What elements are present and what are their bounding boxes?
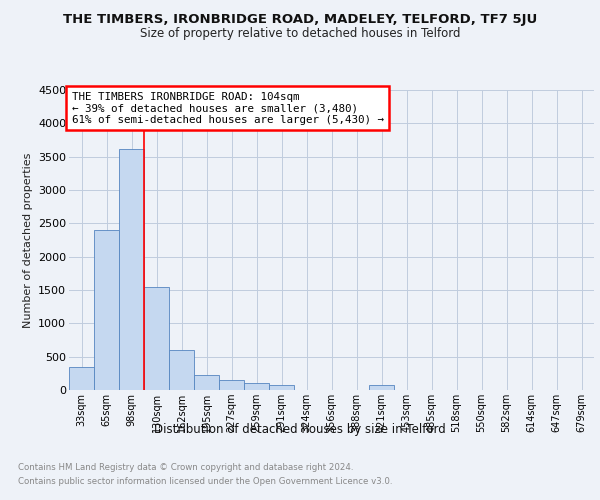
Bar [144, 286, 169, 390]
Text: Distribution of detached houses by size in Telford: Distribution of detached houses by size … [154, 422, 446, 436]
Text: Size of property relative to detached houses in Telford: Size of property relative to detached ho… [140, 28, 460, 40]
Text: Contains public sector information licensed under the Open Government Licence v3: Contains public sector information licen… [18, 478, 392, 486]
Text: Contains HM Land Registry data © Crown copyright and database right 2024.: Contains HM Land Registry data © Crown c… [18, 462, 353, 471]
Bar [369, 384, 394, 390]
Bar [194, 376, 219, 390]
Text: THE TIMBERS, IRONBRIDGE ROAD, MADELEY, TELFORD, TF7 5JU: THE TIMBERS, IRONBRIDGE ROAD, MADELEY, T… [63, 12, 537, 26]
Bar [69, 366, 94, 390]
Bar [94, 230, 119, 390]
Bar [219, 380, 244, 390]
Bar [244, 384, 269, 390]
Bar [169, 350, 194, 390]
Bar [119, 148, 144, 390]
Text: THE TIMBERS IRONBRIDGE ROAD: 104sqm
← 39% of detached houses are smaller (3,480): THE TIMBERS IRONBRIDGE ROAD: 104sqm ← 39… [71, 92, 383, 124]
Bar [269, 384, 294, 390]
Y-axis label: Number of detached properties: Number of detached properties [23, 152, 32, 328]
